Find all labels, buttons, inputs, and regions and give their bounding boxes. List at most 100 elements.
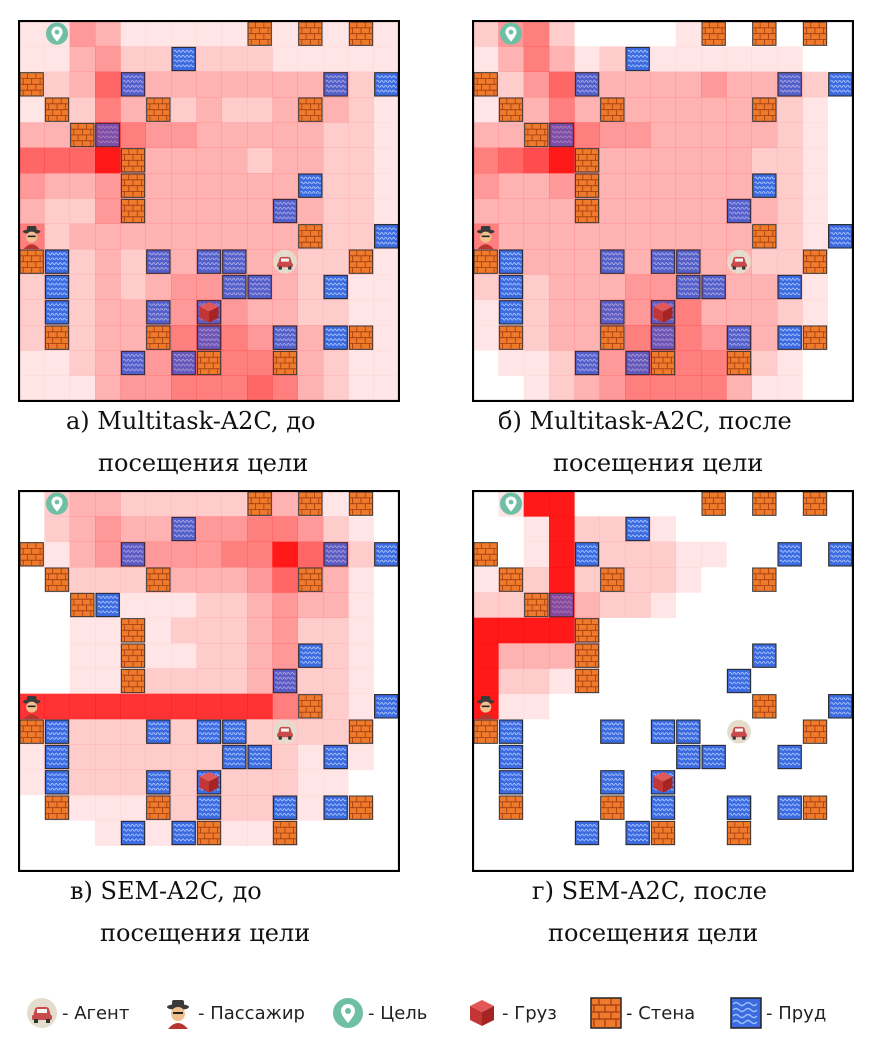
heat-cell xyxy=(498,693,524,720)
heat-cell xyxy=(625,592,651,618)
heat-cell xyxy=(145,46,172,72)
heat-cell xyxy=(650,46,676,72)
heat-cell xyxy=(247,795,273,821)
wall-tile xyxy=(247,491,272,516)
heat-cell xyxy=(69,223,96,250)
heat-cell xyxy=(221,21,248,47)
pond-tile xyxy=(272,198,298,224)
heat-cell xyxy=(297,744,324,770)
heat-cell xyxy=(247,541,273,568)
heat-cell xyxy=(95,719,121,745)
heat-cell xyxy=(650,97,676,123)
grid-a xyxy=(18,20,400,402)
heat-cell xyxy=(675,299,702,326)
heat-cell xyxy=(549,299,575,326)
heat-cell xyxy=(196,744,222,770)
heat-cell xyxy=(726,97,752,123)
heat-cell xyxy=(171,769,197,796)
wall-tile xyxy=(600,325,625,350)
heat-cell xyxy=(599,541,626,568)
pond-heat-overlay xyxy=(550,593,574,617)
heat-cell xyxy=(348,592,374,618)
heat-cell xyxy=(473,198,499,224)
legend-label-cargo: - Груз xyxy=(502,1002,557,1024)
wall-tile xyxy=(802,21,828,46)
heat-cell xyxy=(19,325,45,351)
heat-cell xyxy=(221,350,248,376)
heat-cell xyxy=(247,719,273,745)
heat-cell xyxy=(272,375,298,402)
heat-cell xyxy=(373,350,400,376)
wall-tile xyxy=(348,21,374,46)
heat-cell xyxy=(272,643,298,669)
pond-tile xyxy=(828,224,853,249)
heat-cell xyxy=(726,46,752,72)
caption-v: в) SEM-A2C, до посещения цели xyxy=(70,870,390,954)
pond-tile xyxy=(247,744,272,770)
heat-cell xyxy=(323,249,349,275)
heat-cell xyxy=(247,122,273,148)
heat-cell xyxy=(498,71,524,98)
heat-cell xyxy=(171,592,197,618)
heat-cell xyxy=(221,567,248,593)
heat-cell xyxy=(348,643,374,669)
heatmap-panel-g xyxy=(472,490,854,872)
heat-cell xyxy=(221,122,248,148)
heat-cell xyxy=(95,173,121,199)
heat-cell xyxy=(120,769,146,796)
heat-cell xyxy=(196,97,222,123)
pond-tile xyxy=(726,668,752,694)
wall-tile xyxy=(19,249,44,274)
heat-cell xyxy=(69,617,96,644)
wall-tile xyxy=(498,325,524,350)
heat-cell xyxy=(323,491,349,517)
heat-cell xyxy=(701,46,727,72)
wall-tile xyxy=(498,567,524,592)
wall-tile xyxy=(272,820,298,846)
passenger xyxy=(22,226,41,249)
heat-cell xyxy=(221,491,248,517)
heat-cell xyxy=(95,198,121,224)
pond-tile xyxy=(574,72,600,97)
pond-tile xyxy=(701,274,726,300)
heat-cell xyxy=(574,223,600,250)
heat-cell xyxy=(44,375,70,402)
grid-border xyxy=(472,490,854,872)
wall-tile xyxy=(348,249,374,274)
pond-tile xyxy=(600,719,625,744)
heat-cell xyxy=(348,693,374,720)
legend-item-wall: - Стена xyxy=(590,996,695,1030)
pond-tile xyxy=(374,72,399,97)
heat-cell xyxy=(473,299,499,326)
heat-cell xyxy=(145,198,172,224)
pond-tile xyxy=(374,542,399,567)
pond-tile xyxy=(222,719,247,744)
heat-cell xyxy=(802,223,828,250)
heat-cell xyxy=(675,97,702,123)
heat-cell xyxy=(95,820,121,846)
heat-cell xyxy=(777,249,803,275)
heat-cell xyxy=(69,668,96,694)
heat-cell xyxy=(726,147,752,174)
heat-cell xyxy=(802,71,828,98)
heat-cell xyxy=(272,21,298,47)
heatmap-panel-a xyxy=(18,20,400,402)
legend-label-pond: - Пруд xyxy=(766,1002,827,1024)
pond-tile xyxy=(44,719,70,744)
heat-cell xyxy=(44,223,70,250)
heat-cell xyxy=(196,375,222,402)
pond-tile xyxy=(44,300,70,325)
heat-cell xyxy=(247,249,273,275)
heat-cell xyxy=(549,223,575,250)
pond-tile xyxy=(676,744,701,770)
heat-cell xyxy=(171,567,197,593)
heat-cell xyxy=(95,223,121,250)
wall-tile xyxy=(802,325,828,350)
heat-cell xyxy=(802,299,828,326)
heat-cell xyxy=(373,375,400,402)
heat-cell xyxy=(19,198,45,224)
heat-cell xyxy=(323,173,349,199)
heat-cell xyxy=(625,274,651,300)
pond-tile xyxy=(828,72,853,97)
heat-cell xyxy=(650,375,676,402)
